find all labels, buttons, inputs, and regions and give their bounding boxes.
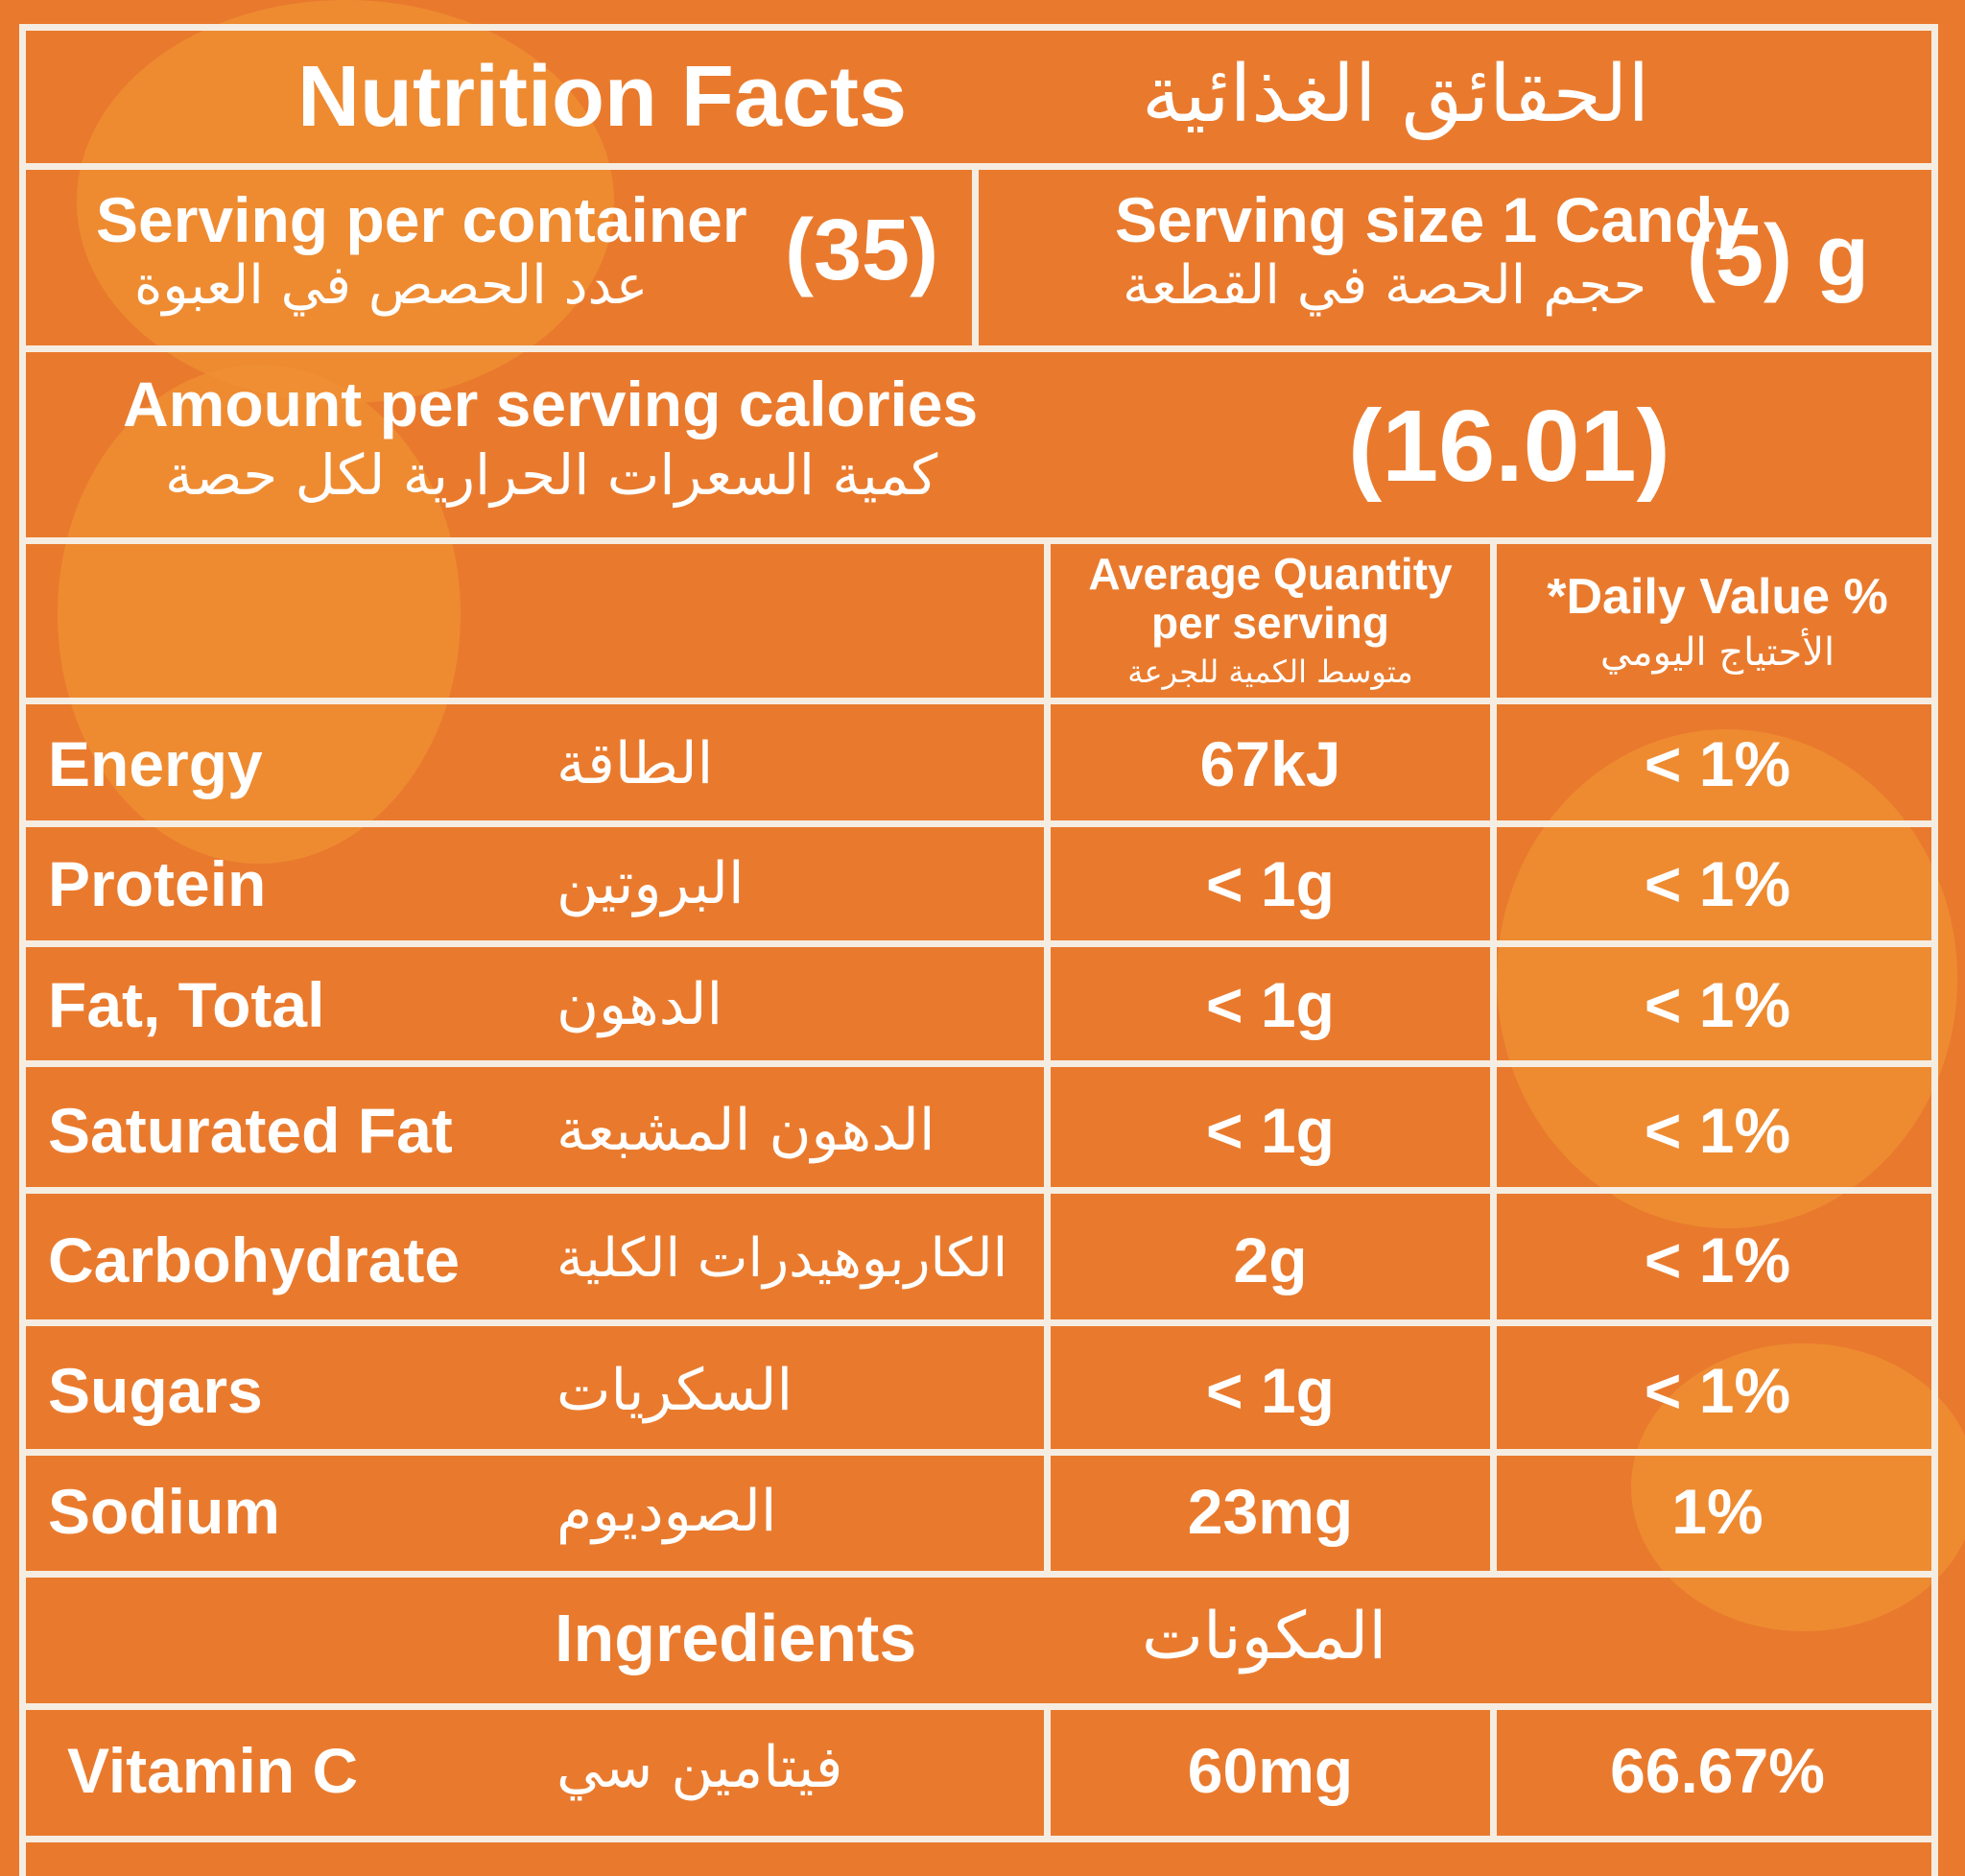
nutrient-daily-value: < 1% xyxy=(1644,1355,1791,1426)
serving-size-label-arabic: حجم الحصة في القطعة xyxy=(1123,254,1647,317)
nutrient-daily-value: < 1% xyxy=(1644,848,1791,919)
nutrient-daily-value: < 1% xyxy=(1644,969,1791,1040)
nutrient-name: Carbohydrate xyxy=(48,1224,461,1295)
nutrient-daily-value: < 1% xyxy=(1644,728,1791,799)
nutrient-name: Sodium xyxy=(48,1476,280,1547)
nutrient-quantity: < 1g xyxy=(1206,848,1335,919)
nutrient-name: Protein xyxy=(48,848,267,919)
nutrient-quantity: < 1g xyxy=(1206,969,1335,1040)
nutrient-name: Saturated Fat xyxy=(48,1095,453,1166)
serving-size-label: Serving size 1 Candy xyxy=(1115,184,1749,255)
nutrient-quantity: 67kJ xyxy=(1199,728,1341,799)
nutrition-panel xyxy=(19,24,1938,1876)
avg-quantity-header: Average Quantity xyxy=(1088,549,1453,599)
serving-container-label-arabic: عدد الحصص في العبوة xyxy=(134,254,649,317)
serving-container-label: Serving per container xyxy=(96,184,747,255)
calories-value: (16.01) xyxy=(1348,390,1670,503)
nutrient-name: Fat, Total xyxy=(48,969,325,1040)
nutrient-name: Sugars xyxy=(48,1355,263,1426)
background-blob xyxy=(1497,729,1957,1228)
per-serving-header: per serving xyxy=(1151,598,1389,648)
background-blob xyxy=(77,0,614,403)
background-blob xyxy=(1631,1343,1965,1631)
title-arabic: الحقائق الغذائية xyxy=(1142,49,1650,140)
nutrient-name-arabic: البروتين xyxy=(556,850,745,917)
calories-label: Amount per serving calories xyxy=(123,368,979,439)
serving-container-value: (35) xyxy=(785,202,939,298)
nutrient-name-arabic: الطاقة xyxy=(556,730,714,797)
nutrient-daily-value: < 1% xyxy=(1644,1095,1791,1166)
nutrient-daily-value: < 1% xyxy=(1644,1224,1791,1295)
ingredients-label: Ingredients xyxy=(555,1601,917,1675)
nutrient-name-arabic: الكاربوهيدرات الكلية xyxy=(556,1227,1008,1290)
background-blob xyxy=(58,365,461,864)
serving-size-value: (5) g xyxy=(1687,208,1869,304)
calories-label-arabic: كمية السعرات الحرارية لكل حصة xyxy=(165,442,938,508)
daily-value-header: *Daily Value % xyxy=(1547,569,1888,625)
avg-quantity-header-arabic: متوسط الكمية للجرعة xyxy=(1127,653,1413,690)
nutrient-quantity: 60mg xyxy=(1187,1735,1354,1806)
nutrient-daily-value: 1% xyxy=(1671,1476,1764,1547)
nutrient-quantity: 23mg xyxy=(1187,1476,1354,1547)
title-english: Nutrition Facts xyxy=(297,49,908,145)
nutrient-name: Energy xyxy=(48,728,263,799)
ingredients-label-arabic: المكونات xyxy=(1142,1599,1387,1674)
nutrient-quantity: < 1g xyxy=(1206,1355,1335,1426)
nutrient-quantity: < 1g xyxy=(1206,1095,1335,1166)
nutrient-daily-value: 66.67% xyxy=(1610,1735,1825,1806)
nutrient-quantity: 2g xyxy=(1233,1224,1308,1295)
nutrient-name-arabic: الدهون المشبعة xyxy=(556,1097,935,1164)
daily-value-header-arabic: الأحتياج اليومي xyxy=(1599,630,1835,675)
nutrient-name: Vitamin C xyxy=(67,1735,359,1806)
nutrient-name-arabic: السكريات xyxy=(556,1357,793,1424)
nutrient-name-arabic: الصوديوم xyxy=(556,1478,777,1545)
nutrient-name-arabic: فيتامين سي xyxy=(556,1734,843,1801)
nutrient-name-arabic: الدهون xyxy=(556,971,723,1038)
